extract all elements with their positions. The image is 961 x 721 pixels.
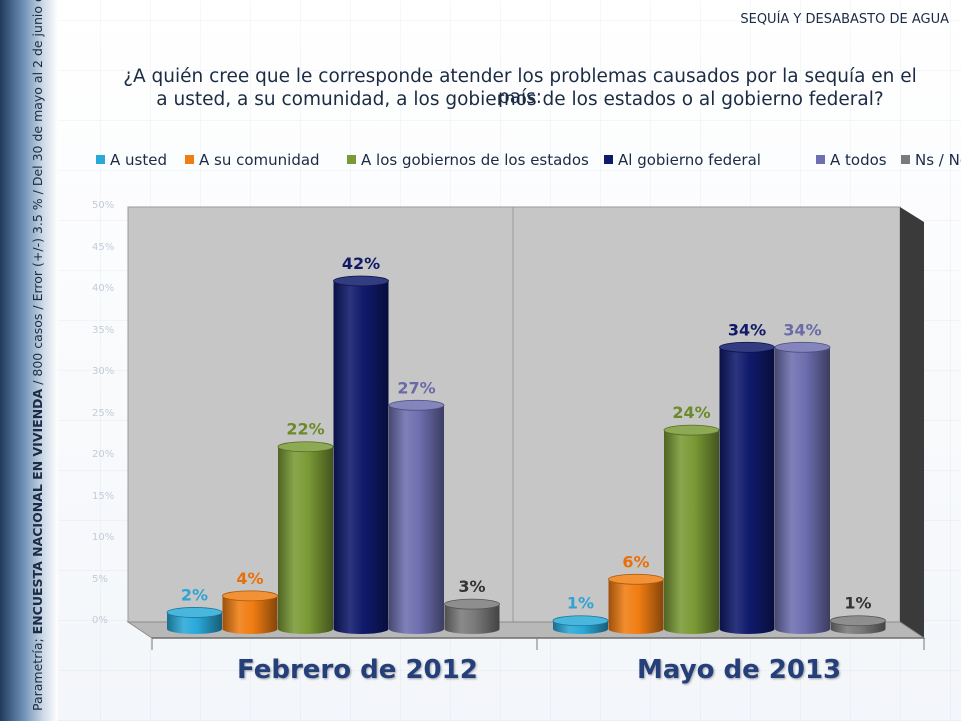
bar: [278, 446, 333, 634]
bar: [664, 430, 719, 634]
legend-item: Ns / Nc: [901, 151, 961, 169]
bar-top: [388, 399, 445, 411]
legend-swatch: [901, 155, 910, 164]
group-label-1: Mayo de 2013: [637, 655, 842, 685]
bar-top: [774, 341, 831, 353]
value-label: 6%: [622, 552, 649, 571]
y-tick-label: 50%: [92, 200, 115, 211]
legend-label: A usted: [110, 151, 167, 169]
bar: [167, 612, 222, 634]
bar: [389, 405, 444, 634]
bar: [719, 347, 775, 634]
y-tick-label: 10%: [92, 532, 115, 543]
y-tick-label: 20%: [92, 449, 115, 460]
group-label-0: Febrero de 2012: [237, 655, 478, 685]
bar-top: [830, 615, 886, 627]
chart-side-wall: [900, 207, 924, 638]
y-tick-label: 45%: [92, 241, 115, 253]
bar-top: [333, 275, 389, 287]
legend-label: A los gobiernos de los estados: [361, 151, 589, 169]
bar-top: [552, 615, 609, 627]
legend-label: Ns / Nc: [915, 151, 961, 169]
y-tick-label: 30%: [92, 366, 115, 377]
y-tick-label: 15%: [92, 490, 115, 502]
legend-swatch: [96, 155, 105, 164]
y-tick-label: 35%: [92, 324, 115, 336]
y-tick-label: 5%: [92, 573, 108, 585]
value-label: 4%: [236, 569, 263, 588]
value-label: 27%: [397, 378, 435, 397]
legend-swatch: [816, 155, 825, 164]
value-label: 3%: [458, 577, 485, 596]
bar: [333, 281, 389, 634]
value-label: 22%: [286, 420, 324, 439]
value-label: 24%: [672, 403, 710, 422]
bar-top: [719, 341, 775, 353]
value-label: 1%: [844, 594, 871, 613]
value-label: 2%: [181, 585, 208, 604]
bar-top: [222, 590, 278, 602]
bar-top: [166, 607, 223, 618]
question-line-1: ¿A quién cree que le corresponde atender…: [123, 66, 917, 108]
legend-label: A todos: [830, 151, 887, 169]
legend-swatch: [347, 155, 356, 164]
legend-item: A su comunidad: [185, 151, 320, 169]
legend-swatch: [604, 155, 613, 164]
chart-legend: A usted A su comunidad A los gobiernos de …: [96, 151, 961, 171]
topic-title: SEQUÍA Y DESABASTO DE AGUA: [740, 12, 949, 27]
legend-label: A su comunidad: [199, 151, 320, 169]
bar: [608, 579, 664, 634]
value-label: 1%: [567, 594, 594, 613]
y-tick-label: 0%: [92, 615, 108, 626]
y-tick-label: 40%: [92, 283, 115, 294]
side-band: [0, 0, 58, 721]
bar: [222, 595, 278, 634]
bar-top: [277, 441, 334, 453]
legend-item: A usted: [96, 151, 167, 169]
bar-top: [608, 573, 664, 585]
bar-top: [444, 598, 500, 610]
legend-item: A todos: [816, 151, 887, 169]
legend-item: A los gobiernos de los estados: [347, 151, 589, 169]
value-label: 34%: [728, 320, 766, 339]
y-tick-label: 25%: [92, 407, 115, 419]
legend-label: Al gobierno federal: [618, 151, 761, 169]
bar: [444, 604, 500, 634]
value-label: 34%: [783, 320, 821, 339]
legend-swatch: [185, 155, 194, 164]
bar: [775, 347, 830, 634]
value-label: 42%: [342, 254, 380, 273]
bar-top: [663, 424, 720, 436]
legend-item: Al gobierno federal: [604, 151, 761, 169]
question-line-2: a usted, a su comunidad, a los gobiernos…: [156, 89, 884, 110]
